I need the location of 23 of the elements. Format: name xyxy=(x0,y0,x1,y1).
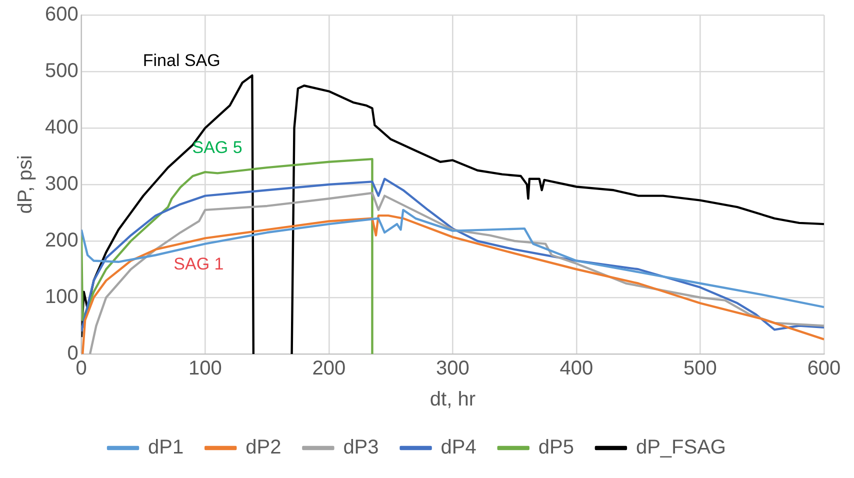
legend-label: dP3 xyxy=(343,436,379,459)
x-tick-label: 300 xyxy=(436,358,470,380)
annotation: Final SAG xyxy=(142,51,220,70)
y-tick-label: 600 xyxy=(44,4,78,26)
legend-label: dP1 xyxy=(148,436,184,459)
y-tick-label: 200 xyxy=(44,230,78,252)
x-tick-label: 100 xyxy=(188,358,222,380)
y-tick-label: 400 xyxy=(44,116,78,139)
x-tick-label: 400 xyxy=(560,358,594,380)
x-tick-label: 500 xyxy=(684,358,717,380)
legend-label: dP4 xyxy=(440,436,476,459)
y-tick-label: 300 xyxy=(44,173,78,196)
y-tick-label: 500 xyxy=(44,60,78,82)
x-axis-title: dt, hr xyxy=(430,388,476,411)
y-tick-label: 100 xyxy=(44,286,78,308)
legend-label: dP_FSAG xyxy=(636,436,726,459)
legend-label: dP2 xyxy=(246,436,282,459)
legend-label: dP5 xyxy=(538,436,574,459)
annotation: SAG 5 xyxy=(192,138,242,157)
y-axis-title: dP, psi xyxy=(14,155,37,214)
x-tick-label: 600 xyxy=(807,358,841,380)
annotation: SAG 1 xyxy=(174,254,224,274)
x-tick-label: 200 xyxy=(312,358,346,380)
